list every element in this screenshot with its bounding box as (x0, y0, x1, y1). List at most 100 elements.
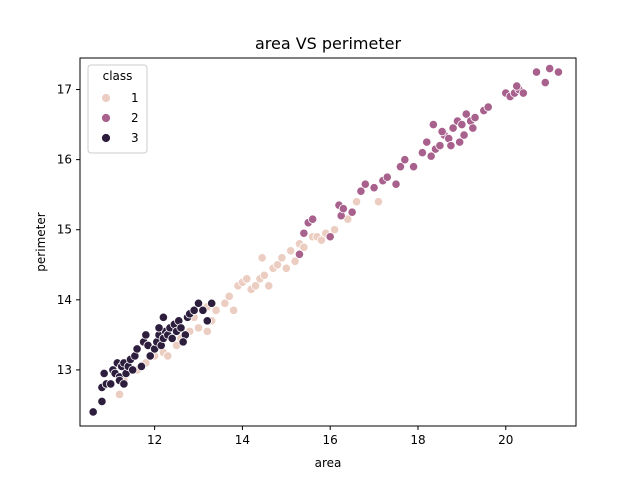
scatter-point-class-2 (294, 249, 305, 259)
scatter-point-class-3 (145, 351, 155, 361)
x-axis-label: area (315, 456, 342, 470)
scatter-point-class-1 (229, 305, 239, 315)
scatter-point-class-1 (259, 270, 269, 280)
scatter-point-class-2 (461, 109, 471, 119)
scatter-point-class-2 (457, 119, 467, 130)
scatter-point-class-2 (338, 204, 348, 214)
scatter-point-class-2 (299, 228, 309, 238)
scatter-point-class-1 (316, 235, 327, 245)
y-tick-label: 17 (57, 83, 72, 97)
scatter-point-class-1 (163, 351, 173, 361)
scatter-point-class-3 (176, 323, 186, 333)
scatter-point-class-3 (178, 337, 188, 347)
x-tick-label: 18 (410, 433, 425, 447)
scatter-point-class-2 (437, 127, 447, 137)
scatter-point-class-2 (325, 232, 335, 242)
scatter-point-class-3 (106, 379, 116, 389)
y-tick-label: 16 (57, 153, 72, 167)
legend-label-class-1: 1 (131, 91, 139, 105)
scatter-point-class-2 (422, 137, 432, 147)
scatter-point-class-2 (446, 141, 456, 151)
legend-marker-class-3 (101, 133, 111, 143)
scatter-point-class-2 (518, 88, 528, 98)
scatter-point-class-3 (136, 361, 147, 372)
scatter-point-class-2 (382, 172, 392, 182)
scatter-point-class-1 (250, 281, 261, 291)
scatter-point-class-3 (97, 396, 107, 407)
legend-marker-class-2 (101, 113, 111, 123)
scatter-point-class-1 (286, 246, 296, 256)
scatter-point-class-3 (167, 333, 177, 343)
scatter-point-class-2 (356, 186, 366, 196)
scatter-point-class-3 (141, 330, 151, 340)
scatter-point-class-1 (281, 263, 291, 273)
scatter-point-class-1 (211, 305, 221, 315)
scatter-point-class-2 (417, 148, 427, 158)
scatter-point-class-3 (128, 365, 138, 375)
y-axis: 13 14 15 16 17 (57, 83, 80, 377)
scatter-point-class-2 (426, 151, 436, 161)
scatter-point-class-1 (202, 326, 212, 336)
scatter-point-class-2 (400, 155, 410, 165)
scatter-point-class-1 (373, 197, 384, 207)
scatter-point-class-3 (198, 305, 208, 315)
legend-label-class-3: 3 (131, 131, 139, 145)
scatter-point-class-1 (242, 274, 252, 284)
y-axis-label: perimeter (34, 212, 48, 271)
x-axis: 12 14 16 18 20 (147, 426, 513, 447)
scatter-point-class-2 (391, 179, 401, 189)
scatter-point-class-2 (395, 162, 406, 172)
scatter-point-class-3 (202, 316, 212, 326)
scatter-point-class-1 (193, 323, 204, 333)
scatter-point-class-1 (329, 225, 340, 235)
legend-box (87, 64, 148, 154)
scatter-point-class-3 (154, 323, 164, 333)
x-tick-label: 14 (235, 433, 250, 447)
scatter-point-class-2 (360, 179, 370, 189)
x-tick-label: 20 (498, 433, 513, 447)
scatter-point-class-2 (553, 67, 564, 77)
scatter-point-class-2 (435, 141, 445, 151)
plot-area (88, 63, 564, 417)
scatter-point-class-1 (351, 197, 362, 207)
scatter-point-class-1 (277, 253, 287, 263)
scatter-point-class-2 (308, 214, 318, 224)
scatter-point-class-1 (264, 281, 274, 291)
legend: class 1 2 3 (87, 64, 148, 154)
scatter-point-class-1 (299, 242, 309, 252)
scatter-point-class-2 (347, 207, 357, 217)
scatter-point-class-3 (88, 407, 98, 417)
scatter-point-class-2 (455, 137, 465, 147)
scatter-point-class-1 (257, 253, 267, 263)
scatter-point-class-2 (369, 183, 379, 193)
legend-marker-class-1 (101, 93, 111, 103)
scatter-point-class-1 (224, 291, 234, 301)
legend-label-class-2: 2 (131, 111, 139, 125)
scatter-point-class-2 (540, 77, 550, 88)
y-tick-label: 14 (57, 293, 72, 307)
scatter-point-class-2 (408, 162, 419, 172)
scatter-point-class-3 (207, 298, 217, 308)
scatter-point-class-2 (459, 130, 469, 140)
scatter-point-class-2 (468, 123, 478, 133)
scatter-point-class-2 (531, 67, 542, 77)
scatter-point-class-2 (545, 63, 555, 74)
scatter-point-class-3 (99, 368, 109, 379)
scatter-point-class-2 (483, 102, 493, 112)
scatter-point-class-2 (512, 81, 522, 91)
scatter-point-class-1 (114, 389, 125, 400)
scatter-point-class-2 (448, 123, 458, 133)
chart-title: area VS perimeter (255, 34, 402, 53)
scatter-point-class-3 (132, 344, 142, 354)
scatter-point-class-2 (470, 112, 480, 123)
x-tick-label: 16 (323, 433, 338, 447)
y-tick-label: 15 (57, 223, 72, 237)
plot-frame (79, 57, 577, 427)
scatter-point-class-2 (428, 119, 438, 130)
scatter-point-class-3 (193, 298, 204, 308)
scatter-point-class-3 (119, 379, 129, 389)
scatter-point-class-1 (272, 260, 283, 270)
scatter-point-class-1 (290, 256, 300, 266)
scatter-point-class-1 (220, 298, 230, 308)
